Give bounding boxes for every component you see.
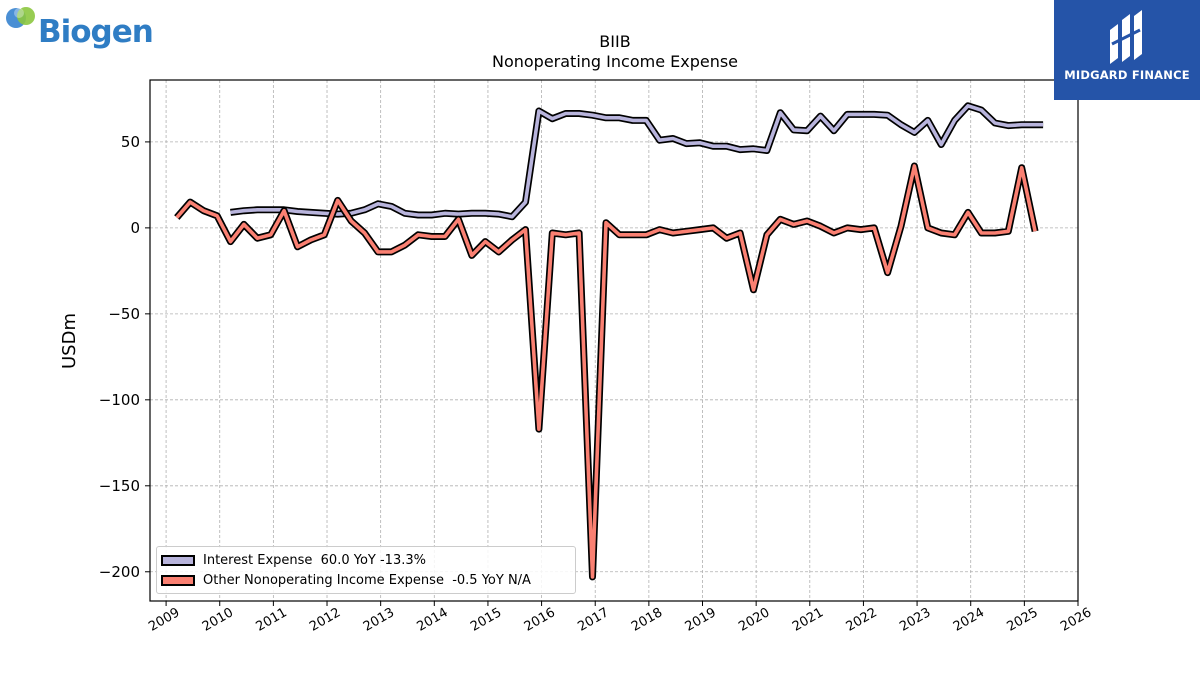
chart-subtitle: Nonoperating Income Expense <box>492 52 738 71</box>
x-tick-label: 2017 <box>575 605 611 635</box>
y-axis-label: USDm <box>59 313 80 369</box>
biogen-logo-text: Biogen <box>38 14 154 50</box>
legend: Interest Expense 60.0 YoY -13.3% Other N… <box>156 546 576 594</box>
y-axis: 50 0 −50 −100 −150 −200 <box>99 133 150 581</box>
x-tick-label: 2011 <box>254 605 290 635</box>
legend-item-interest-expense: Interest Expense 60.0 YoY -13.3% <box>161 551 426 569</box>
x-tick-label: 2009 <box>146 605 182 635</box>
x-tick-label: 2016 <box>522 605 558 635</box>
x-tick-label: 2023 <box>897 605 933 635</box>
y-tick-label: −50 <box>108 305 140 323</box>
midgard-logo-mark <box>1110 10 1142 64</box>
x-tick-label: 2022 <box>844 605 880 635</box>
x-tick-label: 2013 <box>361 605 397 635</box>
x-tick-label: 2025 <box>1005 605 1041 635</box>
x-tick-label: 2020 <box>736 605 772 635</box>
x-tick-label: 2010 <box>200 605 236 635</box>
midgard-finance-logo: MIDGARD FINANCE <box>1054 0 1200 100</box>
biogen-logo-mark <box>6 7 35 28</box>
y-tick-label: −100 <box>99 391 140 409</box>
series-line-other-nonoperating <box>175 164 1037 579</box>
legend-swatch-other-nonoperating <box>161 574 195 586</box>
midgard-finance-name: MIDGARD FINANCE <box>1064 68 1190 82</box>
x-tick-label: 2018 <box>629 605 665 635</box>
y-tick-label: 50 <box>121 133 140 151</box>
chart-title: BIIB <box>599 32 630 51</box>
x-tick-label: 2026 <box>1058 605 1094 635</box>
legend-label-other-nonoperating: Other Nonoperating Income Expense -0.5 Y… <box>203 572 531 588</box>
y-tick-label: 0 <box>130 219 140 237</box>
x-axis: 2009 2010 2011 2012 2013 2014 2015 2016 2017 2018… <box>146 601 1094 635</box>
x-tick-label: 2019 <box>683 605 719 635</box>
x-tick-label: 2014 <box>414 605 450 635</box>
series-layer <box>174 102 1044 581</box>
legend-item-other-nonoperating: Other Nonoperating Income Expense -0.5 Y… <box>161 571 531 589</box>
x-tick-label: 2021 <box>790 605 826 635</box>
y-tick-label: −150 <box>99 477 140 495</box>
legend-swatch-interest-expense <box>161 554 195 566</box>
y-tick-label: −200 <box>99 563 140 581</box>
grid <box>150 80 1079 601</box>
x-tick-label: 2024 <box>951 605 987 635</box>
legend-label-interest-expense: Interest Expense 60.0 YoY -13.3% <box>203 552 426 568</box>
plot-frame <box>149 79 1079 602</box>
x-tick-label: 2015 <box>468 605 504 635</box>
x-tick-label: 2012 <box>307 605 343 635</box>
series-line-interest-expense <box>230 104 1044 219</box>
biogen-logo: Biogen <box>4 4 154 54</box>
